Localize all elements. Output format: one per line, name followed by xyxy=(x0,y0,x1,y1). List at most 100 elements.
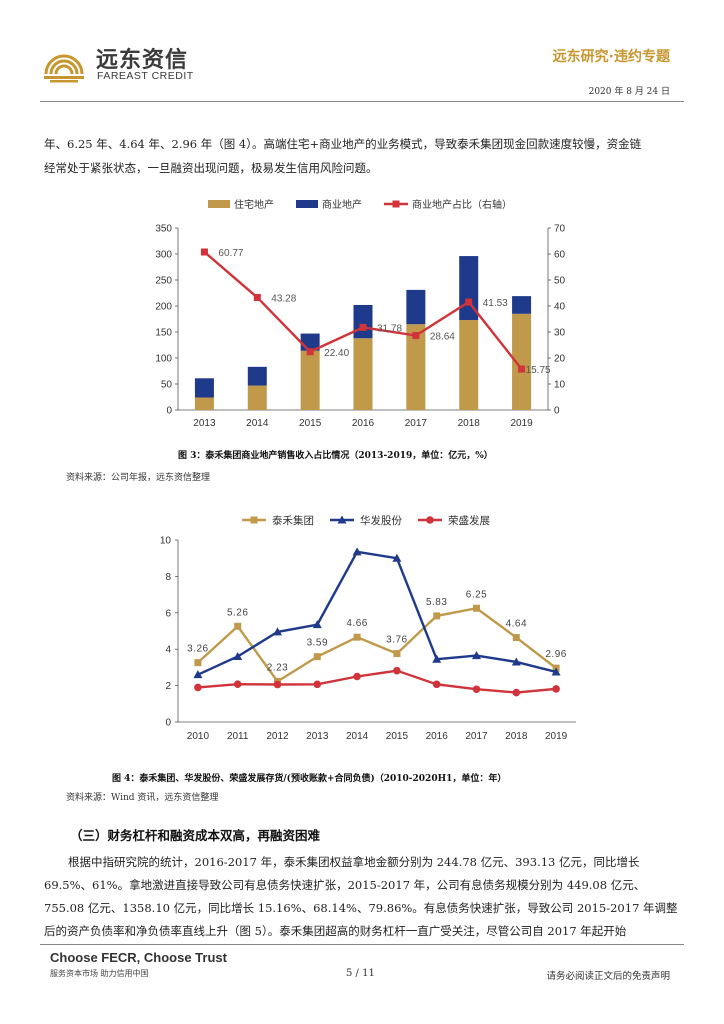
point-荣盛发展 xyxy=(432,680,441,689)
x-tick-label: 2016 xyxy=(426,731,449,742)
right-tick-label: 40 xyxy=(554,302,566,313)
line-point xyxy=(306,348,314,356)
section3-line-1: 根据中指研究院的统计，2016-2017 年，泰禾集团权益拿地金额分别为 244… xyxy=(68,855,640,869)
line-data-label: 31.78 xyxy=(377,323,402,334)
x-tick-label: 2010 xyxy=(187,731,210,742)
figure3-source: 资料来源：公司年报，远东资信整理 xyxy=(66,473,211,483)
point-华发股份 xyxy=(392,553,402,562)
point-泰禾集团 xyxy=(313,653,321,661)
line-point xyxy=(465,298,473,306)
point-华发股份 xyxy=(511,657,521,666)
point-荣盛发展 xyxy=(393,666,401,675)
point-泰禾集团 xyxy=(473,604,480,612)
bar-住宅地产 xyxy=(512,313,532,410)
point-荣盛发展 xyxy=(273,680,282,689)
point-华发股份 xyxy=(273,627,282,636)
point-荣盛发展 xyxy=(194,683,202,692)
left-tick-label: 300 xyxy=(155,250,172,261)
legend-marker xyxy=(337,515,347,524)
point-荣盛发展 xyxy=(472,685,481,694)
point-华发股份 xyxy=(472,651,481,660)
header-date: 2020 年 8 月 24 日 xyxy=(588,87,670,97)
x-tick-label: 2014 xyxy=(246,418,269,429)
y-tick-label: 0 xyxy=(165,718,171,729)
point-泰禾集团 xyxy=(393,650,401,658)
data-label-泰禾集团: 6.25 xyxy=(466,589,487,600)
point-荣盛发展 xyxy=(552,685,560,693)
section3-line-4: 后的资产负债率和净负债率直线上升（图 5）。泰禾集团超高的财务杠杆一直广受关注，… xyxy=(44,924,627,938)
section3-title: （三）财务杠杆和融资成本双高，再融资困难 xyxy=(70,828,321,843)
bar-住宅地产 xyxy=(406,324,426,410)
data-label-泰禾集团: 2.23 xyxy=(267,662,288,673)
line-data-label: 22.40 xyxy=(324,348,349,359)
x-tick-label: 2015 xyxy=(299,418,322,429)
x-tick-label: 2017 xyxy=(465,731,488,742)
footer-divider xyxy=(40,944,684,945)
x-tick-label: 2015 xyxy=(386,731,409,742)
x-tick-label: 2013 xyxy=(193,418,216,429)
y-tick-label: 2 xyxy=(165,681,171,692)
data-label-泰禾集团: 3.76 xyxy=(386,635,407,646)
x-tick-label: 2013 xyxy=(306,731,329,742)
logo-mark-icon xyxy=(44,54,84,83)
left-tick-label: 150 xyxy=(155,328,172,339)
intro-line-2: 经常处于紧张状态，一旦融资出现问题，极易发生信用风险问题。 xyxy=(44,161,378,175)
bar-住宅地产 xyxy=(353,338,373,410)
header-divider xyxy=(40,101,684,102)
bar-住宅地产 xyxy=(300,350,320,410)
footer-page-number: 5 / 11 xyxy=(346,968,375,979)
line-泰禾集团 xyxy=(197,606,557,684)
right-tick-label: 30 xyxy=(554,328,566,339)
data-label-泰禾集团: 5.26 xyxy=(227,607,248,618)
bar-商业地产 xyxy=(406,289,426,325)
line-荣盛发展 xyxy=(197,669,557,694)
line-point xyxy=(518,365,526,373)
line-point xyxy=(412,332,420,340)
legend-marker xyxy=(426,516,434,524)
point-泰禾集团 xyxy=(512,634,520,642)
bar-商业地产 xyxy=(194,378,214,398)
legend-label: 荣盛发展 xyxy=(448,514,490,527)
x-tick-label: 2018 xyxy=(505,731,528,742)
section3-line-2: 69.5%、61%。拿地激进直接导致公司有息债务快速扩张，2015-2017 年… xyxy=(44,878,646,892)
line-data-label: 15.75 xyxy=(526,365,551,376)
left-tick-label: 250 xyxy=(155,276,172,287)
y-tick-label: 4 xyxy=(165,645,171,656)
figure4-chart: 0 2 4 6 8 10 2010 2011 2012 2013 2014 2015 2016 2017 2… xyxy=(160,514,576,742)
data-label-泰禾集团: 4.66 xyxy=(346,618,367,629)
right-tick-label: 60 xyxy=(554,250,566,261)
figure4-caption: 图 4：泰禾集团、华发股份、荣盛发展存货/(预收账款+合同负债)（2010-20… xyxy=(112,774,507,784)
line-data-label: 41.53 xyxy=(483,298,508,309)
legend-label: 商业地产 xyxy=(322,198,362,211)
logo: 远东资信 FAREAST CREDIT xyxy=(40,40,200,86)
left-tick-label: 0 xyxy=(166,406,172,417)
y-tick-label: 8 xyxy=(165,572,171,583)
point-泰禾集团 xyxy=(194,659,202,667)
figure4-source: 资料来源：Wind 资讯，远东资信整理 xyxy=(66,793,219,803)
header-section-title: 远东研究·违约专题 xyxy=(552,49,670,65)
legend-marker xyxy=(392,200,400,208)
x-tick-label: 2019 xyxy=(545,731,568,742)
x-tick-label: 2012 xyxy=(266,731,289,742)
data-label-泰禾集团: 4.64 xyxy=(506,619,527,630)
point-泰禾集团 xyxy=(353,633,361,641)
legend-label: 住宅地产 xyxy=(234,198,274,211)
point-华发股份 xyxy=(233,651,243,660)
line-华发股份 xyxy=(197,550,557,676)
point-荣盛发展 xyxy=(313,680,322,689)
legend-marker xyxy=(250,516,258,524)
x-tick-label: 2011 xyxy=(227,731,249,742)
line-point xyxy=(200,248,208,256)
legend-label: 华发股份 xyxy=(360,514,402,527)
data-label-泰禾集团: 3.59 xyxy=(307,638,328,649)
line-data-label: 60.77 xyxy=(218,248,243,259)
legend-label: 商业地产占比（右轴） xyxy=(412,198,512,211)
data-label-泰禾集团: 3.26 xyxy=(187,644,208,655)
point-泰禾集团 xyxy=(433,612,441,620)
line-data-label: 43.28 xyxy=(271,293,296,304)
x-tick-label: 2016 xyxy=(352,418,375,429)
point-华发股份 xyxy=(352,547,362,556)
y-tick-label: 10 xyxy=(160,536,172,547)
left-tick-label: 100 xyxy=(155,354,172,365)
bar-商业地产 xyxy=(353,304,373,339)
